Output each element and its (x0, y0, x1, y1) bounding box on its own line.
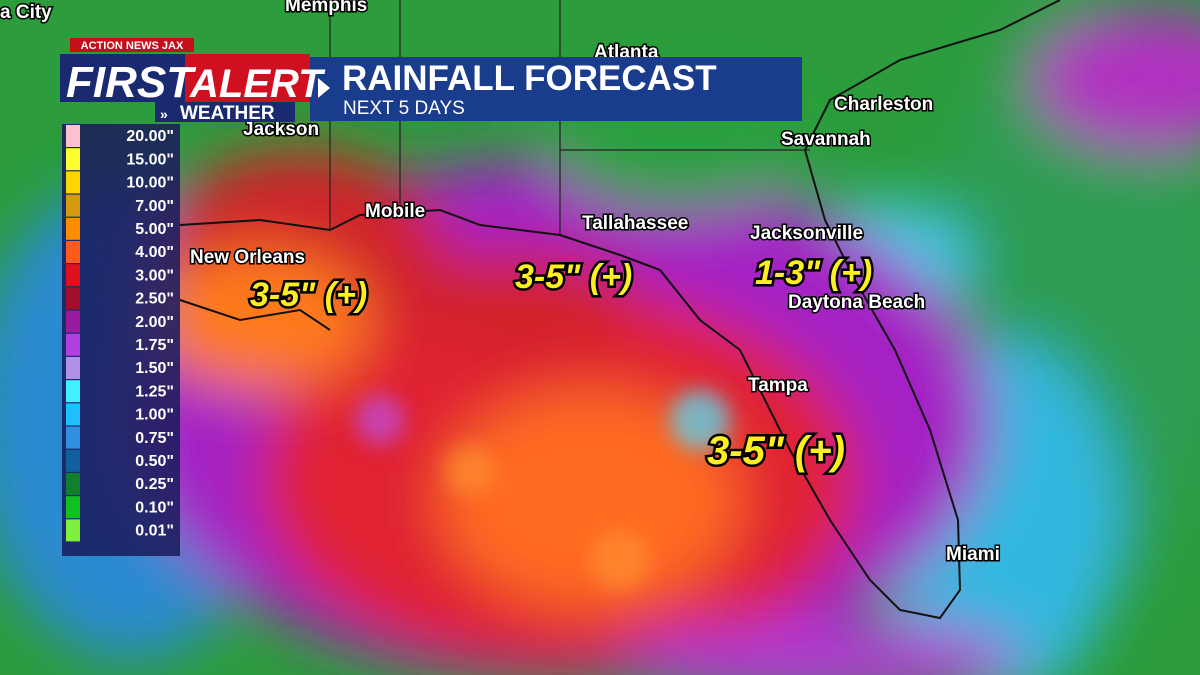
legend-swatch (66, 449, 80, 472)
legend-swatch (66, 241, 80, 263)
legend-swatch (66, 357, 80, 379)
header: RAINFALL FORECAST NEXT 5 DAYS ACTION NEW… (60, 38, 802, 124)
legend-swatch (66, 403, 80, 426)
legend-label: 0.01" (135, 523, 174, 540)
legend-swatch (66, 496, 80, 519)
legend-swatch (66, 473, 80, 495)
legend-label: 3.00" (135, 267, 174, 284)
annotations: 3-5" (+) 3-5" (+) 1-3" (+) 3-5" (+) (248, 252, 875, 476)
rain-total: 1-3" (+) (755, 254, 872, 292)
legend-label: 1.00" (135, 407, 174, 424)
legend-swatch (66, 171, 80, 194)
city-label: New Orleans (190, 247, 305, 268)
legend-swatch (66, 310, 80, 333)
legend: 20.00" 15.00" 10.00" 7.00" 5.00" 4.00" 3.00" 2.… (62, 124, 180, 556)
legend-label: 0.75" (135, 430, 174, 447)
station: ACTION NEWS JAX (81, 40, 184, 52)
legend-label: 4.00" (135, 244, 174, 261)
legend-label: 1.50" (135, 360, 174, 377)
legend-label: 0.10" (135, 499, 174, 516)
legend-swatch (66, 264, 80, 287)
first: FIRST (66, 58, 196, 107)
legend-label: 1.25" (135, 383, 174, 400)
legend-swatch (66, 426, 80, 449)
legend-label: 2.00" (135, 314, 174, 331)
legend-label: 2.50" (135, 291, 174, 308)
city-label: Miami (946, 544, 1000, 565)
legend-label: 7.00" (135, 198, 174, 215)
legend-label: 1.75" (135, 337, 174, 354)
city-label: Mobile (365, 201, 425, 222)
weather: WEATHER (180, 103, 275, 124)
legend-swatch (66, 519, 80, 542)
legend-swatch (66, 194, 80, 217)
subtitle: NEXT 5 DAYS (343, 98, 465, 119)
legend-label: 0.50" (135, 453, 174, 470)
rain-total: 3-5" (+) (250, 276, 367, 314)
legend-swatch (66, 287, 80, 310)
legend-swatch (66, 148, 80, 171)
legend-label: 5.00" (135, 221, 174, 238)
legend-label: 10.00" (126, 175, 174, 192)
alert: ALERT (189, 62, 326, 106)
city-label: a City (0, 2, 52, 23)
legend-swatch (66, 217, 80, 240)
title: RAINFALL FORECAST (342, 59, 717, 98)
legend-label: 15.00" (126, 151, 174, 168)
legend-swatch (66, 125, 80, 147)
legend-label: 0.25" (135, 476, 174, 493)
legend-label: 20.00" (126, 128, 174, 145)
city-label: Daytona Beach (788, 292, 925, 313)
city-label: Jacksonville (750, 223, 863, 244)
city-label: Memphis (285, 0, 367, 16)
chevrons: » (160, 106, 168, 122)
city-label: Charleston (834, 94, 933, 115)
city-label: Savannah (781, 129, 871, 150)
legend-swatch (66, 333, 80, 356)
rain-total: 3-5" (+) (707, 429, 845, 473)
city-label: Tallahassee (582, 213, 688, 234)
city-label: Tampa (748, 375, 808, 396)
rain-total: 3-5" (+) (515, 258, 632, 296)
legend-swatch (66, 380, 80, 403)
